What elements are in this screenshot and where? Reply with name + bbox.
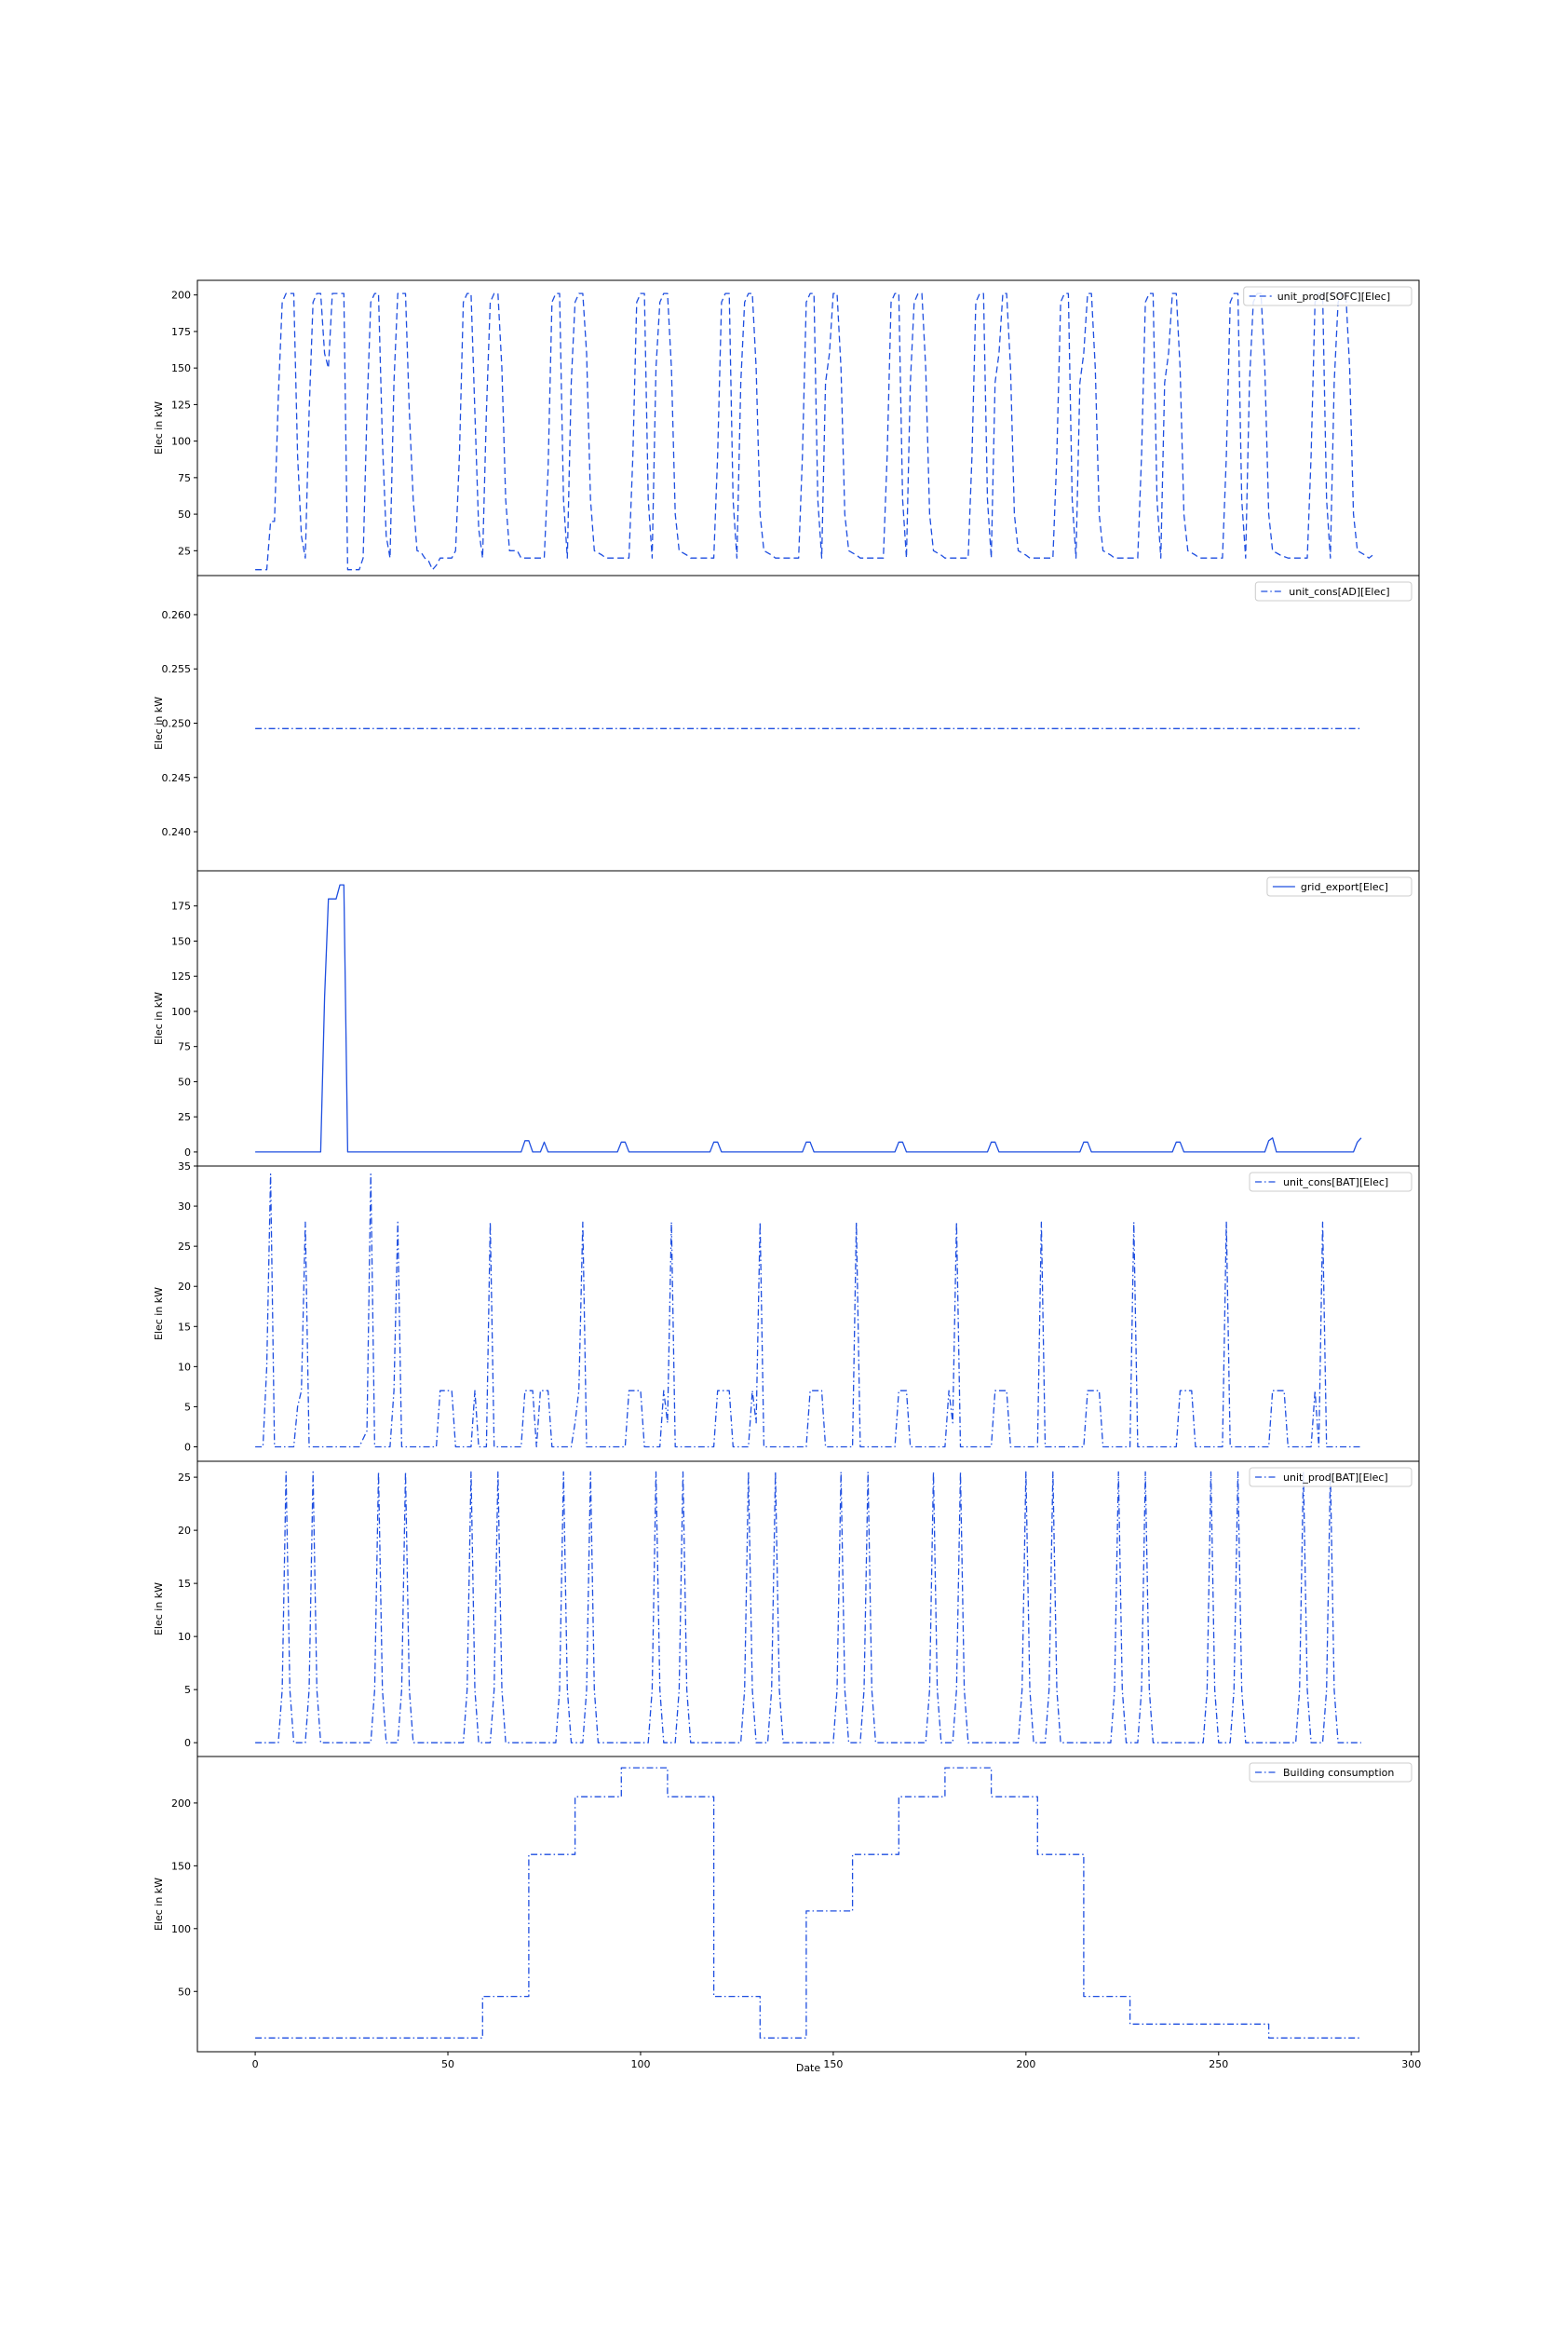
x-tick-label: 50 (441, 2058, 454, 2070)
x-tick-label: 300 (1401, 2058, 1421, 2070)
y-tick-label: 15 (178, 1578, 191, 1590)
y-tick-label: 20 (178, 1281, 191, 1293)
y-tick-label: 25 (178, 545, 191, 557)
plot-frame (196, 279, 1420, 576)
legend: unit_prod[BAT][Elec] (1249, 1467, 1413, 1487)
series-line-5 (255, 1471, 1361, 1743)
y-tick-label: 200 (171, 1797, 191, 1810)
y-tick-label: 75 (178, 1041, 191, 1053)
plot-frame (196, 870, 1420, 1167)
x-tick-label: 150 (823, 2058, 843, 2070)
y-tick-label: 50 (178, 509, 191, 521)
y-tick-label: 10 (178, 1361, 191, 1373)
y-axis-label: Elec in kW (153, 1582, 165, 1635)
subplot-5: 0 5 10 15 20 25 Elec in kW unit_prod[BAT][Elec] (153, 1460, 1420, 1757)
y-tick-label: 100 (171, 1923, 191, 1935)
y-axis-label: Elec in kW (153, 1878, 165, 1931)
y-axis-label: Elec in kW (153, 1287, 165, 1340)
x-axis-label: Date (796, 2062, 821, 2074)
legend-label: grid_export[Elec] (1301, 881, 1388, 893)
plot-frame (196, 1756, 1420, 2053)
legend-box (1243, 286, 1413, 306)
y-tick-label: 0 (184, 1441, 191, 1453)
y-tick-label: 0.250 (162, 718, 192, 730)
y-tick-label: 25 (178, 1111, 191, 1123)
series-line-4 (255, 1173, 1361, 1448)
y-tick-label: 100 (171, 1006, 191, 1018)
subplot-2: 0.240 0.245 0.250 0.255 0.260 Elec in kW unit_… (153, 575, 1420, 872)
y-tick-label: 200 (171, 290, 191, 302)
y-tick-label: 0.240 (162, 826, 192, 838)
legend-box (1254, 581, 1413, 602)
y-tick-label: 15 (178, 1321, 191, 1333)
subplot-1: 25 50 75 100 125 150 175 200 Elec in kW unit_prod… (153, 279, 1420, 576)
x-tick-label: 100 (630, 2058, 650, 2070)
subplot-4: 0 5 10 15 20 25 30 35 Elec in kW unit_cons[BAT][E… (153, 1160, 1420, 1462)
y-axis-label: Elec in kW (153, 697, 165, 750)
y-tick-label: 0.255 (162, 663, 192, 675)
y-tick-label: 125 (171, 399, 191, 411)
plot-frame (196, 1165, 1420, 1462)
plot-frame (196, 575, 1420, 872)
y-tick-label: 150 (171, 935, 191, 947)
y-tick-label: 0 (184, 1146, 191, 1159)
legend-box (1266, 876, 1413, 897)
x-tick-label: 0 (252, 2058, 259, 2070)
legend-label: Building consumption (1283, 1767, 1394, 1779)
y-tick-label: 175 (171, 326, 191, 338)
legend: unit_cons[BAT][Elec] (1249, 1172, 1413, 1192)
y-tick-label: 125 (171, 970, 191, 983)
y-axis-label: Elec in kW (153, 992, 165, 1045)
y-tick-label: 0.245 (162, 772, 192, 784)
x-axis: 0 50 100 150 200 250 300 Date (252, 2052, 1421, 2074)
legend-label: unit_cons[AD][Elec] (1289, 586, 1389, 598)
series-line-6 (255, 1767, 1361, 2039)
legend-label: unit_cons[BAT][Elec] (1283, 1176, 1388, 1188)
y-tick-label: 150 (171, 362, 191, 374)
x-tick-label: 250 (1209, 2058, 1228, 2070)
y-tick-label: 150 (171, 1860, 191, 1872)
legend: grid_export[Elec] (1266, 876, 1413, 897)
y-tick-label: 5 (184, 1684, 191, 1696)
y-tick-label: 35 (178, 1160, 191, 1173)
y-tick-label: 25 (178, 1241, 191, 1253)
y-tick-label: 175 (171, 901, 191, 913)
legend-box (1249, 1172, 1413, 1192)
subplot-3: 0 25 50 75 100 125 150 175 Elec in kW grid_export… (153, 870, 1420, 1167)
subplot-6: 50 100 150 200 Elec in kW Building consumptio… (153, 1756, 1420, 2053)
legend-label: unit_prod[SOFC][Elec] (1277, 291, 1390, 303)
legend: unit_prod[SOFC][Elec] (1243, 286, 1413, 306)
y-tick-label: 75 (178, 472, 191, 484)
y-tick-label: 30 (178, 1200, 191, 1213)
y-tick-label: 20 (178, 1525, 191, 1537)
y-tick-label: 0 (184, 1737, 191, 1749)
legend-box (1249, 1467, 1413, 1487)
legend: Building consumption (1249, 1762, 1413, 1783)
legend-label: unit_prod[BAT][Elec] (1283, 1472, 1388, 1484)
legend: unit_cons[AD][Elec] (1254, 581, 1413, 602)
y-tick-label: 50 (178, 1986, 191, 1998)
y-tick-label: 100 (171, 436, 191, 448)
y-tick-label: 5 (184, 1401, 191, 1413)
series-line-3 (255, 884, 1362, 1153)
y-axis-label: Elec in kW (153, 401, 165, 454)
legend-box (1249, 1762, 1413, 1783)
y-tick-label: 25 (178, 1472, 191, 1484)
plot-frame (196, 1460, 1420, 1757)
y-tick-label: 10 (178, 1631, 191, 1643)
y-tick-label: 0.260 (162, 609, 192, 621)
y-tick-label: 50 (178, 1076, 191, 1088)
x-tick-label: 200 (1016, 2058, 1035, 2070)
